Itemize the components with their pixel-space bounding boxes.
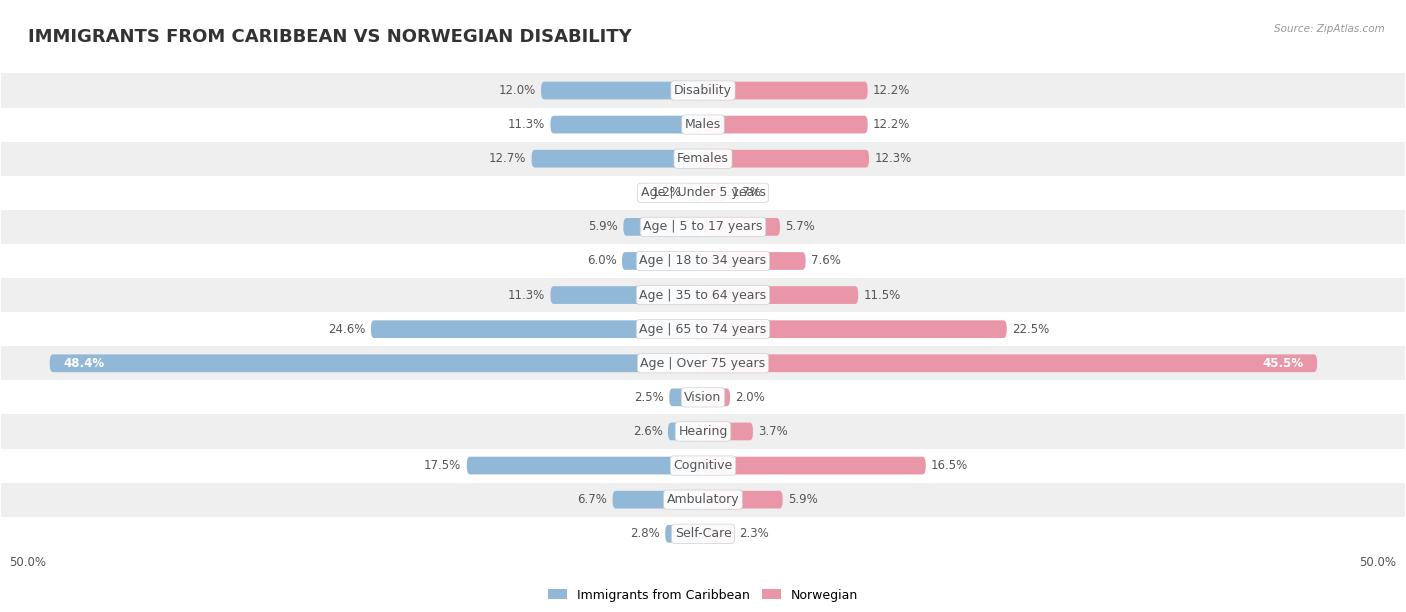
FancyBboxPatch shape [703,354,1317,372]
FancyBboxPatch shape [1,380,1405,414]
Text: 6.7%: 6.7% [578,493,607,506]
Text: 12.0%: 12.0% [498,84,536,97]
Text: 11.5%: 11.5% [863,289,901,302]
Text: Age | 65 to 74 years: Age | 65 to 74 years [640,323,766,335]
FancyBboxPatch shape [1,312,1405,346]
Text: Males: Males [685,118,721,131]
Text: Self-Care: Self-Care [675,528,731,540]
Text: 7.6%: 7.6% [811,255,841,267]
FancyBboxPatch shape [686,184,703,201]
FancyBboxPatch shape [1,141,1405,176]
FancyBboxPatch shape [613,491,703,509]
Text: 3.7%: 3.7% [758,425,789,438]
FancyBboxPatch shape [1,73,1405,108]
Text: 2.3%: 2.3% [740,528,769,540]
FancyBboxPatch shape [49,354,703,372]
Text: 45.5%: 45.5% [1263,357,1303,370]
FancyBboxPatch shape [1,278,1405,312]
FancyBboxPatch shape [1,449,1405,483]
FancyBboxPatch shape [703,389,730,406]
Text: 2.5%: 2.5% [634,391,664,404]
FancyBboxPatch shape [703,252,806,270]
FancyBboxPatch shape [623,218,703,236]
FancyBboxPatch shape [669,389,703,406]
FancyBboxPatch shape [703,320,1007,338]
Text: 12.2%: 12.2% [873,118,911,131]
FancyBboxPatch shape [668,423,703,440]
FancyBboxPatch shape [621,252,703,270]
FancyBboxPatch shape [1,517,1405,551]
FancyBboxPatch shape [371,320,703,338]
Text: IMMIGRANTS FROM CARIBBEAN VS NORWEGIAN DISABILITY: IMMIGRANTS FROM CARIBBEAN VS NORWEGIAN D… [28,28,631,46]
Text: Source: ZipAtlas.com: Source: ZipAtlas.com [1274,24,1385,34]
FancyBboxPatch shape [1,210,1405,244]
FancyBboxPatch shape [541,81,703,99]
FancyBboxPatch shape [551,116,703,133]
FancyBboxPatch shape [551,286,703,304]
Text: 11.3%: 11.3% [508,289,546,302]
Text: Ambulatory: Ambulatory [666,493,740,506]
Text: Cognitive: Cognitive [673,459,733,472]
Text: 17.5%: 17.5% [425,459,461,472]
Text: 5.7%: 5.7% [786,220,815,233]
Text: Age | Under 5 years: Age | Under 5 years [641,186,765,200]
FancyBboxPatch shape [703,525,734,543]
FancyBboxPatch shape [703,81,868,99]
Text: 16.5%: 16.5% [931,459,969,472]
Text: 1.7%: 1.7% [731,186,761,200]
Text: Disability: Disability [673,84,733,97]
Text: 12.2%: 12.2% [873,84,911,97]
FancyBboxPatch shape [531,150,703,168]
Text: Vision: Vision [685,391,721,404]
Text: 2.6%: 2.6% [633,425,662,438]
Text: 22.5%: 22.5% [1012,323,1049,335]
FancyBboxPatch shape [1,176,1405,210]
Text: 48.4%: 48.4% [63,357,104,370]
FancyBboxPatch shape [703,218,780,236]
Legend: Immigrants from Caribbean, Norwegian: Immigrants from Caribbean, Norwegian [543,584,863,606]
Text: 5.9%: 5.9% [787,493,818,506]
FancyBboxPatch shape [703,116,868,133]
FancyBboxPatch shape [467,457,703,474]
FancyBboxPatch shape [1,346,1405,380]
FancyBboxPatch shape [703,491,783,509]
FancyBboxPatch shape [1,483,1405,517]
Text: 2.0%: 2.0% [735,391,765,404]
Text: 5.9%: 5.9% [588,220,619,233]
FancyBboxPatch shape [703,184,725,201]
Text: Age | 35 to 64 years: Age | 35 to 64 years [640,289,766,302]
FancyBboxPatch shape [703,423,754,440]
Text: 24.6%: 24.6% [328,323,366,335]
FancyBboxPatch shape [703,286,858,304]
Text: 2.8%: 2.8% [630,528,659,540]
Text: 6.0%: 6.0% [586,255,617,267]
Text: 11.3%: 11.3% [508,118,546,131]
FancyBboxPatch shape [703,150,869,168]
Text: 12.3%: 12.3% [875,152,911,165]
Text: Hearing: Hearing [678,425,728,438]
Text: Age | 5 to 17 years: Age | 5 to 17 years [644,220,762,233]
FancyBboxPatch shape [1,108,1405,141]
Text: 12.7%: 12.7% [489,152,526,165]
Text: Females: Females [678,152,728,165]
FancyBboxPatch shape [703,457,925,474]
Text: 1.2%: 1.2% [651,186,682,200]
FancyBboxPatch shape [665,525,703,543]
Text: Age | Over 75 years: Age | Over 75 years [641,357,765,370]
Text: Age | 18 to 34 years: Age | 18 to 34 years [640,255,766,267]
FancyBboxPatch shape [1,244,1405,278]
FancyBboxPatch shape [1,414,1405,449]
